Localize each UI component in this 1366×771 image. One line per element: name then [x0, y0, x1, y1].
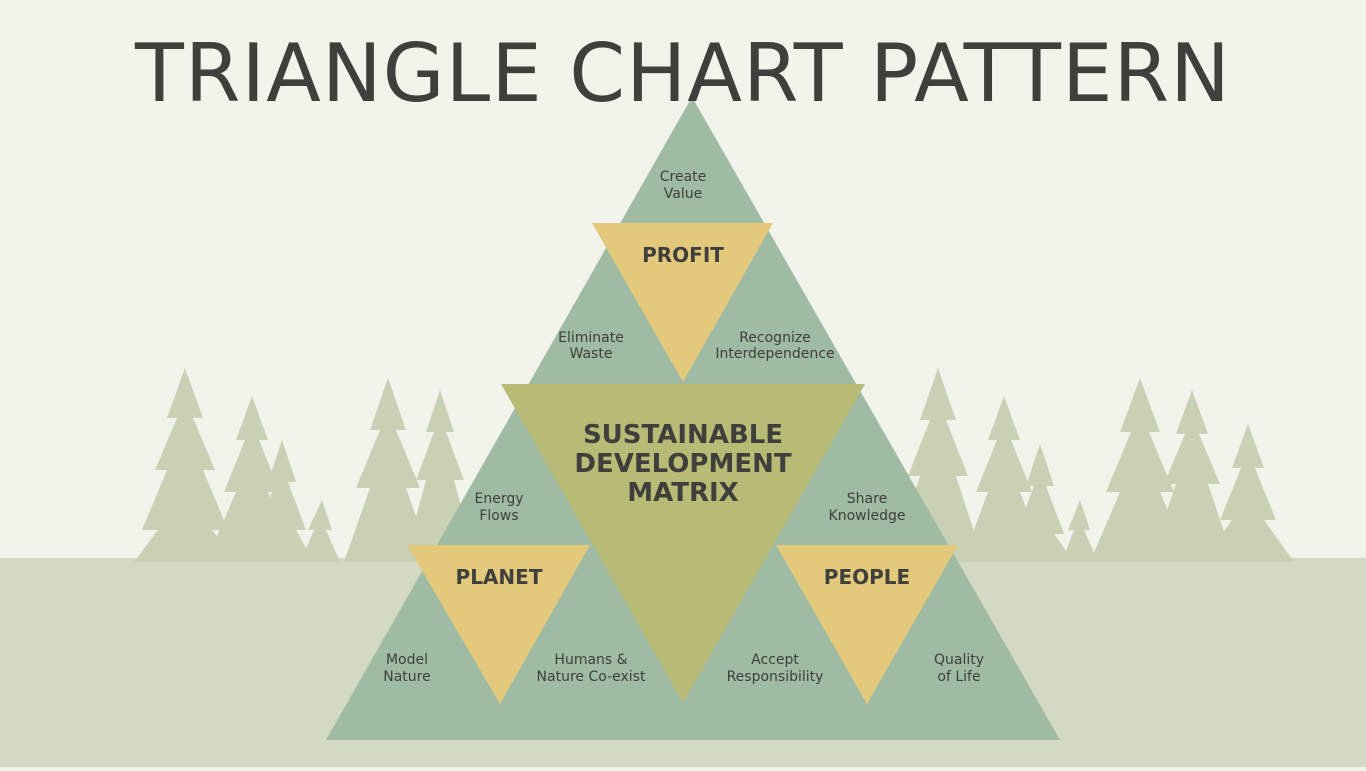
planet-label: PLANET	[456, 565, 543, 589]
segment-accept-responsibility-line2: Responsibility	[727, 669, 824, 685]
segment-share-knowledge-line2: Knowledge	[829, 508, 906, 524]
people-label: PEOPLE	[824, 565, 910, 589]
segment-humans-nature-line1: Humans &	[554, 652, 627, 668]
segment-energy-flows: Energy Flows	[474, 491, 523, 524]
forest-right	[892, 368, 1294, 562]
segment-eliminate-waste: Eliminate Waste	[558, 330, 624, 362]
planet-triangle	[407, 545, 590, 704]
segment-share-knowledge: Share Knowledge	[829, 491, 906, 524]
center-label: SUSTAINABLE DEVELOPMENT MATRIX	[574, 420, 791, 508]
segment-humans-nature-line2: Nature Co-exist	[537, 669, 646, 685]
segment-accept-responsibility: Accept Responsibility	[727, 652, 824, 685]
page-title: TRIANGLE CHART PATTERN	[135, 27, 1231, 120]
profit-triangle	[592, 223, 773, 382]
segment-quality-of-life-line1: Quality	[934, 652, 984, 668]
segment-humans-nature: Humans & Nature Co-exist	[537, 652, 646, 685]
segment-energy-flows-line2: Flows	[479, 508, 518, 524]
center-label-line2: DEVELOPMENT	[574, 449, 791, 479]
center-label-line3: MATRIX	[627, 478, 738, 508]
segment-recognize-interdependence-line1: Recognize	[739, 330, 811, 346]
segment-create-value-line2: Value	[664, 186, 702, 202]
segment-share-knowledge-line1: Share	[847, 491, 887, 507]
forest-left	[134, 368, 476, 562]
segment-eliminate-waste-line2: Waste	[570, 346, 613, 362]
segment-model-nature-line2: Nature	[383, 669, 430, 685]
segment-create-value-line1: Create	[660, 169, 707, 185]
segment-accept-responsibility-line1: Accept	[751, 652, 799, 668]
segment-quality-of-life-line2: of Life	[937, 669, 980, 685]
segment-eliminate-waste-line1: Eliminate	[558, 330, 624, 346]
segment-model-nature-line1: Model	[386, 652, 428, 668]
segment-energy-flows-line1: Energy	[474, 491, 523, 507]
segment-create-value: Create Value	[660, 169, 707, 202]
segment-recognize-interdependence-line2: Interdependence	[715, 346, 834, 362]
center-label-line1: SUSTAINABLE	[583, 420, 783, 450]
people-triangle	[776, 545, 958, 704]
center-triangle	[501, 384, 865, 703]
segment-recognize-interdependence: Recognize Interdependence	[715, 330, 834, 362]
profit-label: PROFIT	[642, 243, 724, 267]
segment-quality-of-life: Quality of Life	[934, 652, 984, 685]
segment-model-nature: Model Nature	[383, 652, 430, 685]
